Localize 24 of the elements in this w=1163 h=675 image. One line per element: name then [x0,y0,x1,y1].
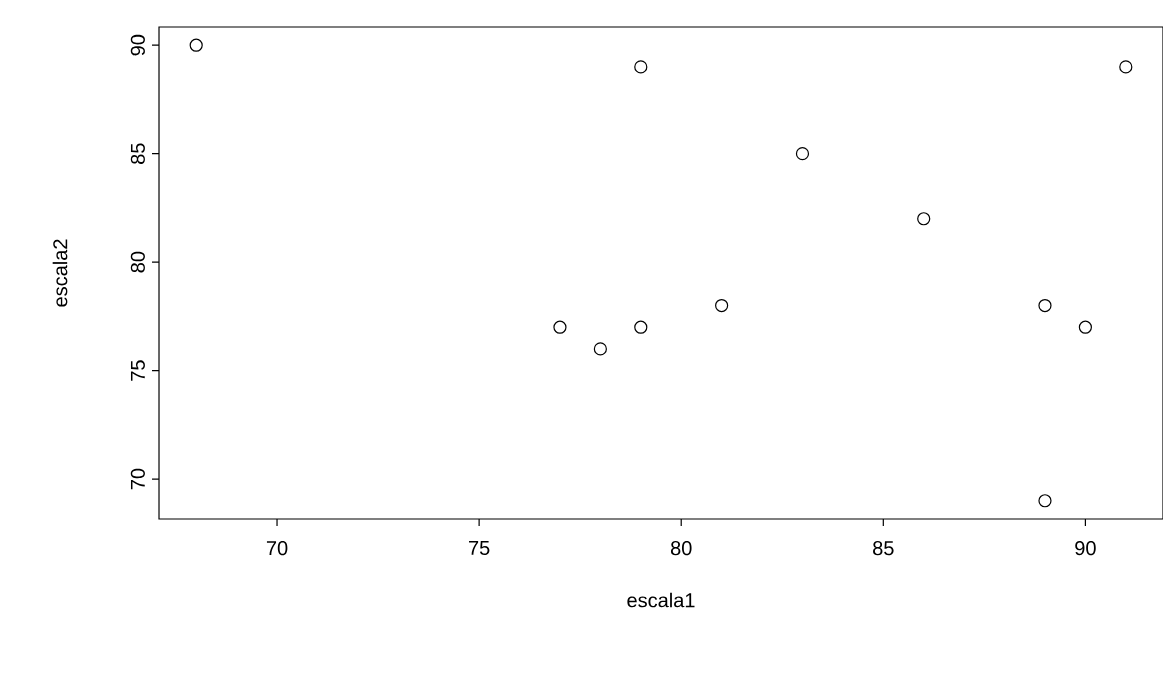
y-tick-label: 75 [130,360,145,381]
x-tick-label: 70 [266,541,288,556]
point [795,147,810,161]
point [1038,298,1052,313]
point [917,212,931,226]
x-tick-label: 90 [1075,541,1096,556]
point [715,298,729,313]
x-axis-title: escala1 [627,592,695,608]
y-tick-label: 90 [130,34,145,56]
point [634,60,648,74]
point [593,342,607,356]
y-tick-label: 70 [130,468,145,490]
point [1119,60,1133,74]
x-tick-label: 75 [469,541,490,555]
point [553,320,567,334]
y-axis-title: escala2 [52,239,68,307]
y-tick-label: 85 [130,143,145,164]
x-tick-label: 80 [670,541,692,556]
point [189,38,203,52]
y-tick-label: 80 [130,251,145,273]
x-tick-label: 85 [873,541,894,556]
point [634,320,648,334]
point [1078,320,1092,334]
point [1038,494,1052,508]
